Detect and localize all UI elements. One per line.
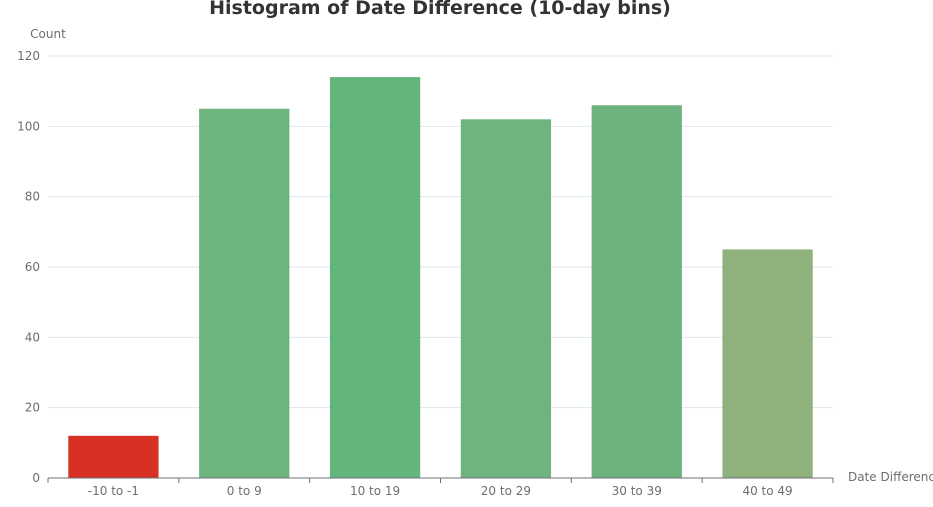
bar-40-to-49[interactable] [722,249,813,478]
gridlines [48,55,833,409]
x-tick-label: 20 to 29 [481,484,531,498]
y-tick-label: 80 [25,190,40,204]
bars [68,77,813,479]
y-tick-label: 60 [25,260,40,274]
x-axis-label: Date Differenc [848,470,933,484]
axes [47,477,834,483]
bar-30-to-39[interactable] [591,105,682,478]
x-tick-label: 40 to 49 [742,484,792,498]
x-tick-label: 0 to 9 [227,484,262,498]
y-axis-label: Count [30,27,66,41]
bar--10-to--1[interactable] [68,435,159,478]
y-tick-label: 40 [25,330,40,344]
bar-0-to-9[interactable] [199,108,290,478]
bar-10-to-19[interactable] [329,77,421,478]
y-tick-label: 20 [25,401,40,415]
y-tick-label: 0 [32,471,40,485]
tick-labels: 0 20 40 60 80 100 120 -10 to -1 0 to 9 10 to 19 20… [17,49,793,498]
chart-title: Histogram of Date Difference (10-day bin… [209,0,671,19]
bar-20-to-29[interactable] [460,119,552,479]
y-tick-label: 120 [17,49,40,63]
x-tick-label: 10 to 19 [350,484,400,498]
x-tick-label: -10 to -1 [88,484,139,498]
y-tick-label: 100 [17,119,40,133]
x-tick-label: 30 to 39 [612,484,662,498]
